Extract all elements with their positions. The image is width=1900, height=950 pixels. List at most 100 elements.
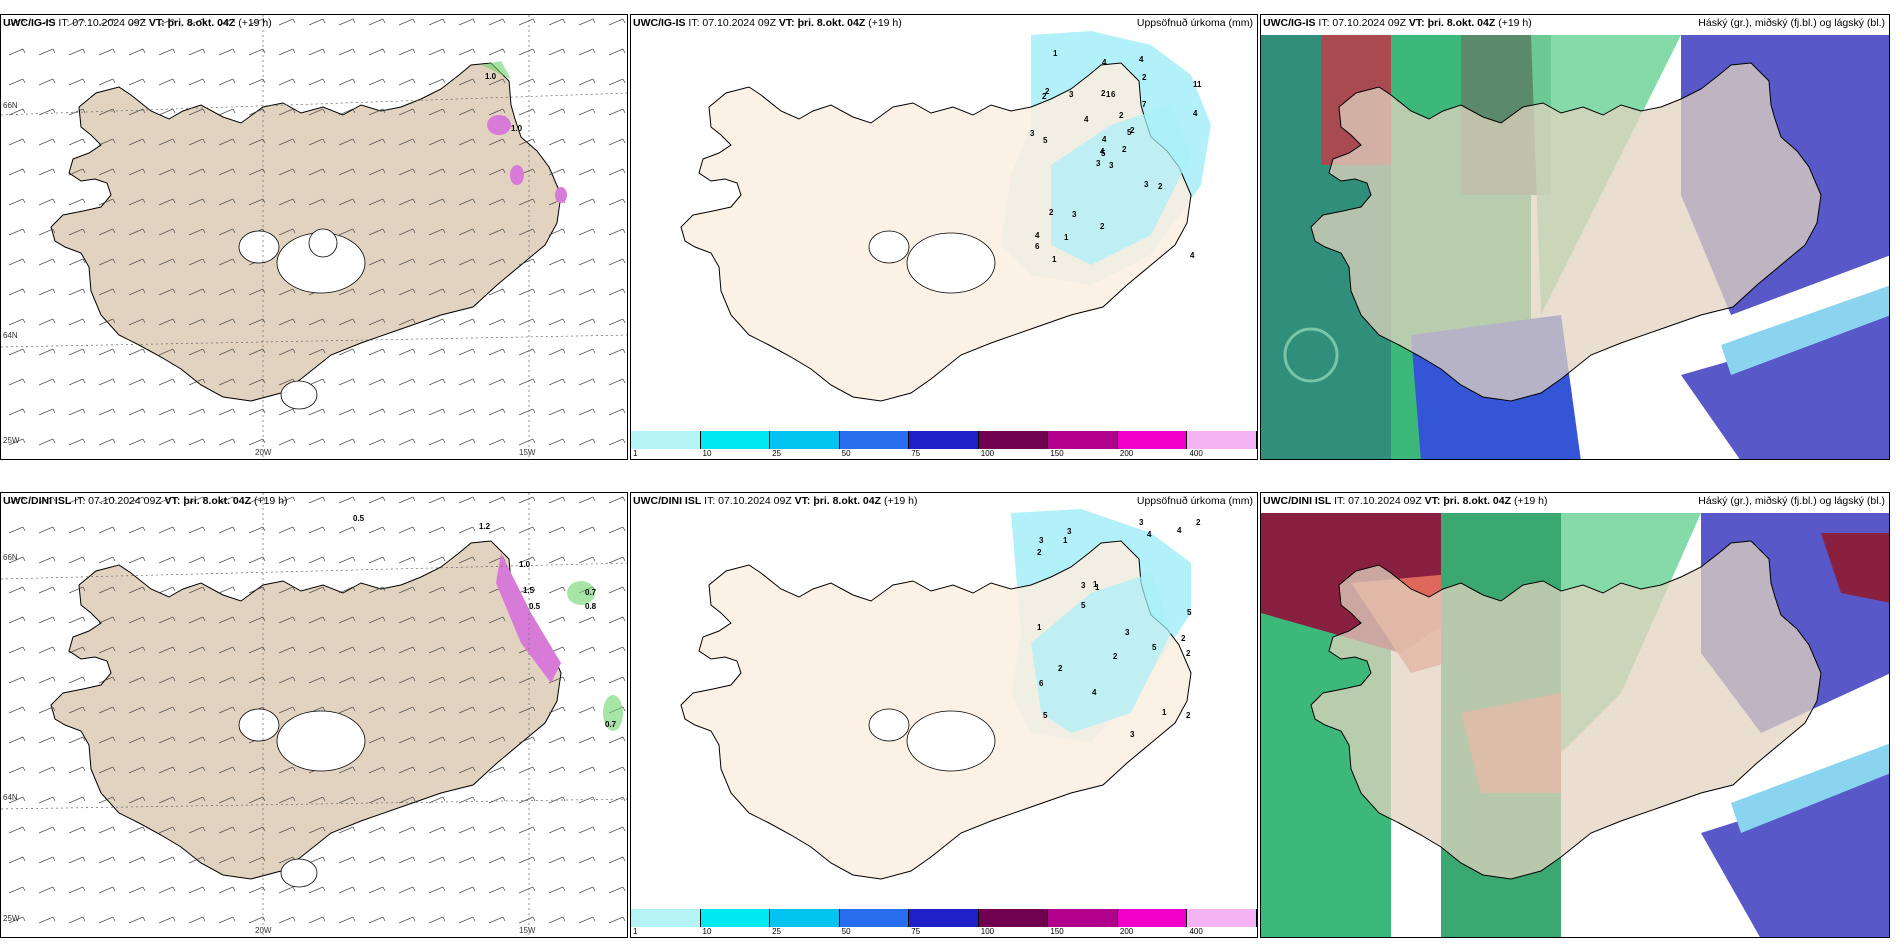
svg-text:1.2: 1.2 (479, 522, 491, 531)
panel-ig-precip: UWC/IG-IS IT: 07.10.2024 09Z VT: þri. 8.… (630, 14, 1258, 460)
precip-value-label: 4 (1092, 688, 1097, 697)
precip-value-label: 5 (1101, 149, 1106, 158)
precip-value-label: 4 (1035, 231, 1040, 240)
colorbar-label: 75 (911, 449, 921, 458)
precip-value-label: 1 (1037, 623, 1042, 632)
init-time: IT: 07.10.2024 09Z (74, 495, 162, 507)
precip-value-label: 2 (1186, 711, 1191, 720)
precip-value-label: 3 (1109, 161, 1114, 170)
precip-value-label: 6 (1035, 242, 1040, 251)
panel-dini-precip: UWC/DINI ISL IT: 07.10.2024 09Z VT: þri.… (630, 492, 1258, 938)
colorbar-label: 400 (1189, 927, 1203, 936)
precip-value-label: 3 (1096, 159, 1101, 168)
precip-blob (487, 115, 511, 135)
precip-value-label: 2 (1042, 92, 1047, 101)
precip-value-label: 5 (1152, 643, 1157, 652)
precip-value-label: 1 (1064, 233, 1069, 242)
panel-header: UWC/IG-IS IT: 07.10.2024 09Z VT: þri. 8.… (633, 17, 902, 29)
precip-value-label: 4 (1177, 526, 1182, 535)
precip-value-label: 3 (1072, 210, 1077, 219)
precip-value-label: 5 (1043, 136, 1048, 145)
colorbar-label: 75 (911, 927, 921, 936)
panel-title: Uppsöfnuð úrkoma (mm) (1136, 495, 1253, 507)
valid-label: VT: (778, 17, 795, 29)
colorbar-label: 25 (772, 927, 782, 936)
precip-value-label: 5 (1187, 608, 1192, 617)
cloud-map[interactable] (1261, 493, 1890, 938)
colorbar-label: 1 (633, 927, 638, 936)
colorbar-cell (1048, 431, 1118, 449)
precip-value-label: 4 (1084, 115, 1089, 124)
glacier-hofsjokull (238, 230, 280, 264)
colorbar-cell (978, 431, 1049, 449)
precip-blob (496, 553, 561, 683)
panel-ig-wind: UWC/IG-IS IT: 07.10.2024 09Z VT: þri. 8.… (0, 14, 628, 460)
panel-header: UWC/DINI ISL IT: 07.10.2024 09Z VT: þri.… (633, 495, 918, 507)
lon-25-label: 25W (3, 436, 20, 445)
precip-value-label: 2 (1181, 634, 1186, 643)
panel-header: UWC/DINI ISL IT: 07.10.2024 09Z VT: þri.… (3, 495, 288, 507)
lead-time: (+19 h) (1513, 495, 1548, 507)
lon-25-label: 25W (3, 914, 20, 923)
svg-text:0.5: 0.5 (353, 514, 365, 523)
colorbar-cell (1187, 431, 1257, 449)
svg-text:0.7: 0.7 (605, 720, 617, 729)
precip-value-label: 1 (1053, 49, 1058, 58)
lon-20-label: 20W (255, 926, 272, 935)
svg-text:0.8: 0.8 (585, 602, 597, 611)
valid-time: þri. 8.okt. 04Z (1427, 17, 1496, 29)
precip-value-label: 5 (1127, 128, 1132, 137)
colorbar-label: 400 (1189, 449, 1203, 458)
colorbar-cell (631, 431, 701, 449)
lat-64-label: 64N (3, 331, 18, 340)
precip-value-label: 3 (1144, 180, 1149, 189)
colorbar-cell (700, 431, 771, 449)
precip-value-label: 4 (1102, 58, 1107, 67)
precip-value-label: 5 (1081, 601, 1086, 610)
svg-text:0.5: 0.5 (529, 602, 541, 611)
panel-title: Háský (gr.), miðský (fj.bl.) og lágský (… (1698, 495, 1885, 507)
lon-15-label: 15W (519, 926, 536, 935)
valid-label: VT: (148, 17, 165, 29)
precip-value-label: 1 (1162, 708, 1167, 717)
precip-value-label: 6 (1111, 90, 1116, 99)
colorbar-cell (700, 909, 771, 927)
lead-time: (+19 h) (238, 17, 272, 29)
precip-value-label: 2 (1142, 73, 1147, 82)
lon-15-label: 15W (519, 448, 536, 457)
precip-value-label: 4 (1147, 530, 1152, 539)
precip-colorbar: 1 10 25 50 75 100 150 200 400 (631, 431, 1257, 459)
colorbar-cell (1117, 909, 1188, 927)
wind-map[interactable]: 0.5 1.2 1.0 1.5 0.5 0.7 0.8 0.7 (1, 493, 628, 938)
precip-value-label: 4 (1139, 55, 1144, 64)
precip-value-label: 3 (1039, 536, 1044, 545)
precip-value-label: 3 (1069, 90, 1074, 99)
svg-text:0.7: 0.7 (585, 588, 597, 597)
panel-header: UWC/IG-IS IT: 07.10.2024 09Z VT: þri. 8.… (1263, 17, 1532, 29)
panel-header: UWC/IG-IS IT: 07.10.2024 09Z VT: þri. 8.… (3, 17, 272, 29)
precip-value-label: 2 (1119, 111, 1124, 120)
cloud-map[interactable] (1261, 15, 1890, 460)
colorbar-label: 10 (702, 927, 712, 936)
svg-text:1.0: 1.0 (519, 560, 531, 569)
colorbar-label: 50 (841, 449, 851, 458)
lon-20-label: 20W (255, 448, 272, 457)
colorbar-label: 25 (772, 449, 782, 458)
colorbar-label: 50 (841, 927, 851, 936)
lead-time: (+19 h) (1498, 17, 1532, 29)
valid-time: þri. 8.okt. 04Z (183, 495, 252, 507)
colorbar-cell (909, 909, 979, 927)
colorbar-label: 10 (702, 449, 712, 458)
precip-value-label: 11 (1193, 80, 1202, 89)
precip-value-label: 4 (1102, 135, 1107, 144)
precip-value-label: 3 (1081, 581, 1086, 590)
precip-value-label: 2 (1045, 87, 1050, 96)
colorbar-label: 100 (980, 927, 995, 936)
precip-value-label: 2 (1049, 208, 1054, 217)
precip-value-label: 2 (1122, 145, 1127, 154)
wind-map[interactable]: 1.0 1.0 (1, 15, 628, 460)
